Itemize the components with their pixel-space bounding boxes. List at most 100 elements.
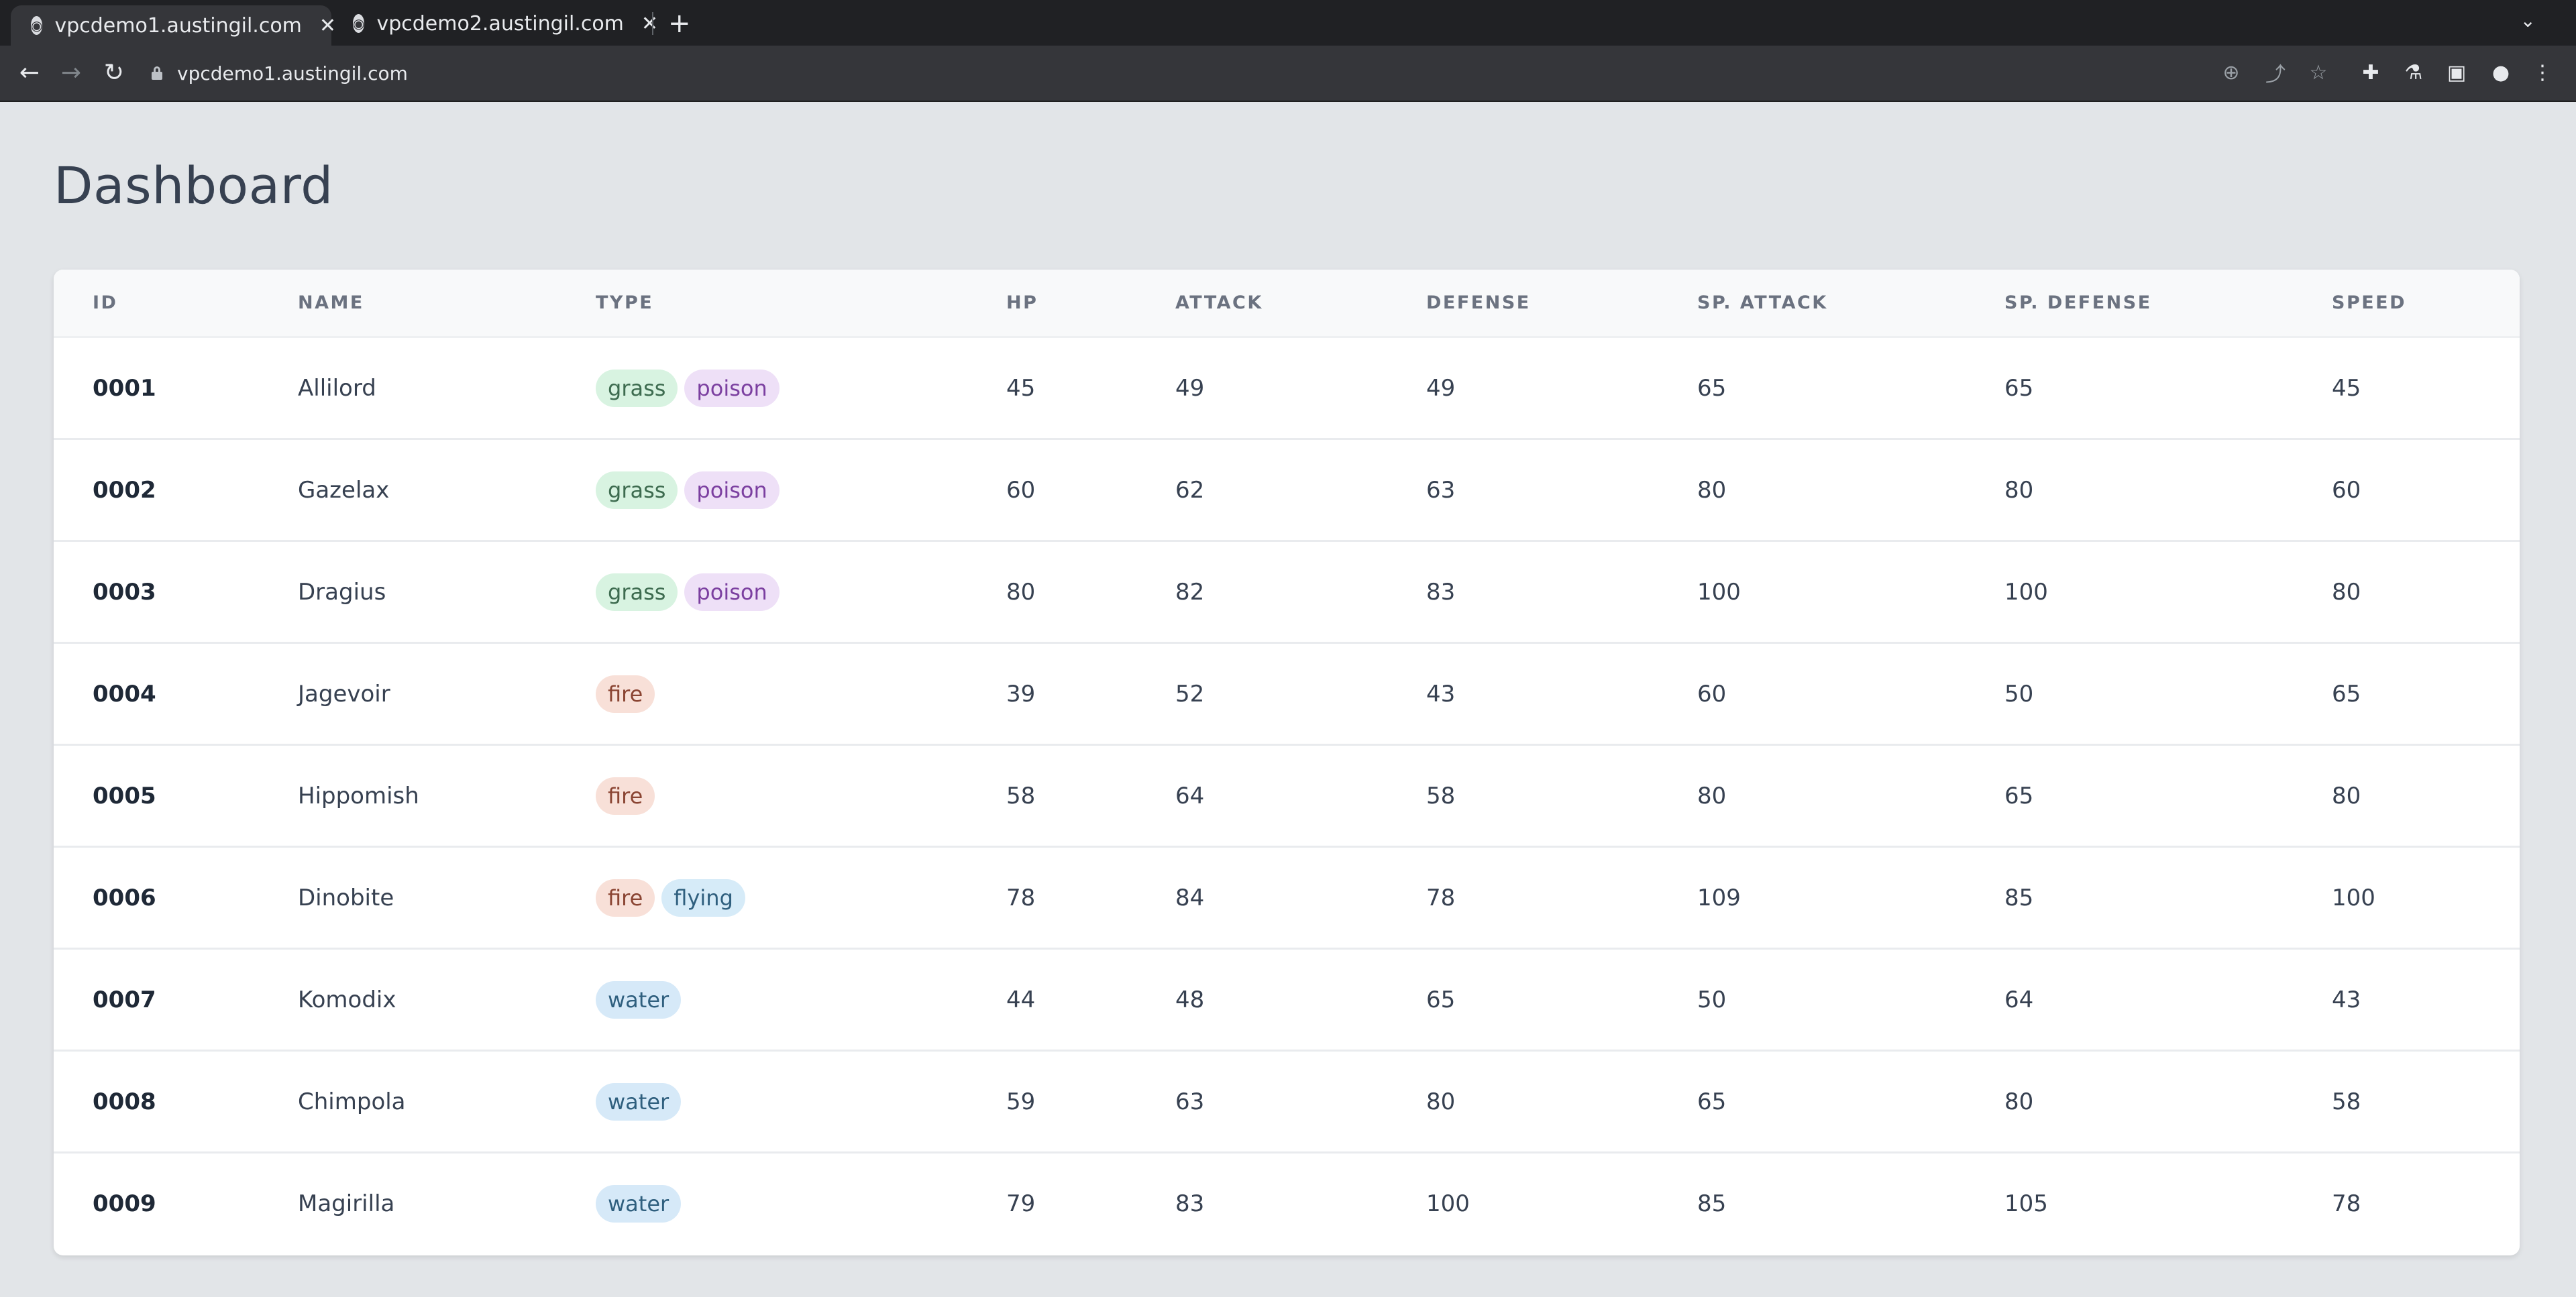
cell-attack: 83 bbox=[1175, 1190, 1205, 1217]
table-header: ID NAME TYPE HP ATTACK DEFENSE SP. ATTAC… bbox=[54, 270, 2520, 338]
column-header-name[interactable]: NAME bbox=[298, 292, 364, 313]
type-badge-water: water bbox=[596, 980, 682, 1019]
column-header-type[interactable]: TYPE bbox=[596, 292, 654, 313]
star-icon[interactable]: ☆ bbox=[2309, 60, 2328, 84]
cell-sp-attack: 60 bbox=[1697, 680, 1727, 708]
page-title: Dashboard bbox=[54, 156, 333, 215]
globe-icon: ◉ bbox=[353, 14, 365, 33]
cell-id: 0001 bbox=[93, 374, 156, 402]
cell-attack: 52 bbox=[1175, 680, 1205, 708]
lock-icon[interactable] bbox=[152, 66, 162, 80]
cell-hp: 59 bbox=[1006, 1088, 1036, 1115]
cell-sp-attack: 80 bbox=[1697, 782, 1727, 809]
cell-defense: 58 bbox=[1426, 782, 1456, 809]
forward-button[interactable]: → bbox=[55, 56, 87, 89]
type-badge-water: water bbox=[596, 1082, 682, 1121]
kebab-menu-icon[interactable]: ⋮ bbox=[2532, 60, 2553, 84]
column-header-id[interactable]: ID bbox=[93, 292, 118, 313]
column-header-attack[interactable]: ATTACK bbox=[1175, 292, 1263, 313]
cell-speed: 65 bbox=[2332, 680, 2361, 708]
reload-icon: ↻ bbox=[103, 58, 125, 87]
cell-sp-attack: 80 bbox=[1697, 476, 1727, 504]
table-row[interactable]: 0005 Hippomish fire 58 64 58 80 65 80 bbox=[54, 746, 2520, 848]
cell-sp-defense: 65 bbox=[2004, 374, 2034, 402]
side-panel-icon[interactable]: ▣ bbox=[2447, 60, 2467, 84]
cell-defense: 65 bbox=[1426, 986, 1456, 1013]
cell-speed: 43 bbox=[2332, 986, 2361, 1013]
cell-type: fire bbox=[596, 746, 661, 846]
cell-sp-defense: 105 bbox=[2004, 1190, 2048, 1217]
table-row[interactable]: 0007 Komodix water 44 48 65 50 64 43 bbox=[54, 950, 2520, 1052]
type-badge-flying: flying bbox=[661, 879, 745, 917]
tab-vpcdemo2[interactable]: ◉ vpcdemo2.austingil.com ✕ bbox=[333, 5, 658, 42]
table-row[interactable]: 0001 Allilord grass poison 45 49 49 65 65 45 bbox=[54, 338, 2520, 440]
cell-name: Gazelax bbox=[298, 476, 390, 504]
cell-hp: 58 bbox=[1006, 782, 1036, 809]
column-header-defense[interactable]: DEFENSE bbox=[1426, 292, 1531, 313]
tab-search-chevron-icon[interactable]: ⌄ bbox=[2520, 9, 2536, 32]
cell-speed: 80 bbox=[2332, 782, 2361, 809]
cell-attack: 82 bbox=[1175, 578, 1205, 606]
cell-defense: 49 bbox=[1426, 374, 1456, 402]
cell-name: Komodix bbox=[298, 986, 396, 1013]
cell-hp: 44 bbox=[1006, 986, 1036, 1013]
address-bar[interactable]: vpcdemo1.austingil.com bbox=[152, 55, 2164, 91]
cell-type: fire flying bbox=[596, 848, 752, 948]
cell-type: grass poison bbox=[596, 338, 786, 438]
cell-defense: 63 bbox=[1426, 476, 1456, 504]
pokemon-table: ID NAME TYPE HP ATTACK DEFENSE SP. ATTAC… bbox=[54, 270, 2520, 1255]
type-badge-poison: poison bbox=[684, 471, 780, 509]
cell-hp: 39 bbox=[1006, 680, 1036, 708]
close-icon[interactable]: ✕ bbox=[319, 13, 337, 38]
cell-id: 0009 bbox=[93, 1190, 156, 1217]
cell-speed: 58 bbox=[2332, 1088, 2361, 1115]
reload-button[interactable]: ↻ bbox=[98, 56, 130, 89]
column-header-hp[interactable]: HP bbox=[1006, 292, 1038, 313]
share-icon[interactable]: ⤴ bbox=[2265, 63, 2286, 87]
cell-id: 0007 bbox=[93, 986, 156, 1013]
cell-type: water bbox=[596, 1052, 688, 1151]
cell-defense: 100 bbox=[1426, 1190, 1470, 1217]
type-badge-grass: grass bbox=[596, 369, 678, 407]
cell-name: Hippomish bbox=[298, 782, 419, 809]
cell-attack: 48 bbox=[1175, 986, 1205, 1013]
table-row[interactable]: 0008 Chimpola water 59 63 80 65 80 58 bbox=[54, 1052, 2520, 1153]
column-header-sp-attack[interactable]: SP. ATTACK bbox=[1697, 292, 1828, 313]
column-header-sp-defense[interactable]: SP. DEFENSE bbox=[2004, 292, 2152, 313]
arrow-right-icon: → bbox=[60, 58, 82, 87]
cell-sp-defense: 85 bbox=[2004, 884, 2034, 911]
table-row[interactable]: 0009 Magirilla water 79 83 100 85 105 78 bbox=[54, 1153, 2520, 1255]
profile-icon[interactable]: ● bbox=[2491, 60, 2510, 84]
zoom-icon[interactable]: ⊕ bbox=[2222, 60, 2240, 84]
table-row[interactable]: 0006 Dinobite fire flying 78 84 78 109 85 100 bbox=[54, 848, 2520, 950]
globe-icon: ◉ bbox=[31, 16, 43, 35]
cell-speed: 80 bbox=[2332, 578, 2361, 606]
new-tab-button[interactable]: + bbox=[668, 8, 691, 39]
cell-sp-attack: 65 bbox=[1697, 1088, 1727, 1115]
tab-vpcdemo1[interactable]: ◉ vpcdemo1.austingil.com ✕ bbox=[11, 5, 336, 46]
table-row[interactable]: 0002 Gazelax grass poison 60 62 63 80 80 60 bbox=[54, 440, 2520, 542]
cell-id: 0004 bbox=[93, 680, 156, 708]
tab-separator bbox=[652, 12, 653, 35]
cell-name: Dinobite bbox=[298, 884, 394, 911]
cell-defense: 83 bbox=[1426, 578, 1456, 606]
cell-hp: 80 bbox=[1006, 578, 1036, 606]
type-badge-fire: fire bbox=[596, 777, 655, 815]
cell-id: 0008 bbox=[93, 1088, 156, 1115]
column-header-speed[interactable]: SPEED bbox=[2332, 292, 2407, 313]
cell-attack: 63 bbox=[1175, 1088, 1205, 1115]
flask-icon[interactable]: ⚗ bbox=[2404, 60, 2423, 84]
table-row[interactable]: 0003 Dragius grass poison 80 82 83 100 100 80 bbox=[54, 542, 2520, 644]
cell-type: water bbox=[596, 1153, 688, 1253]
cell-attack: 84 bbox=[1175, 884, 1205, 911]
cell-attack: 64 bbox=[1175, 782, 1205, 809]
cell-speed: 60 bbox=[2332, 476, 2361, 504]
tab-strip: ◉ vpcdemo1.austingil.com ✕ ◉ vpcdemo2.au… bbox=[0, 0, 2576, 46]
table-row[interactable]: 0004 Jagevoir fire 39 52 43 60 50 65 bbox=[54, 644, 2520, 746]
cell-sp-attack: 85 bbox=[1697, 1190, 1727, 1217]
cell-sp-attack: 100 bbox=[1697, 578, 1741, 606]
back-button[interactable]: ← bbox=[13, 56, 46, 89]
puzzle-icon[interactable]: ✚ bbox=[2362, 60, 2379, 84]
cell-sp-defense: 80 bbox=[2004, 476, 2034, 504]
close-icon[interactable]: ✕ bbox=[641, 11, 659, 36]
